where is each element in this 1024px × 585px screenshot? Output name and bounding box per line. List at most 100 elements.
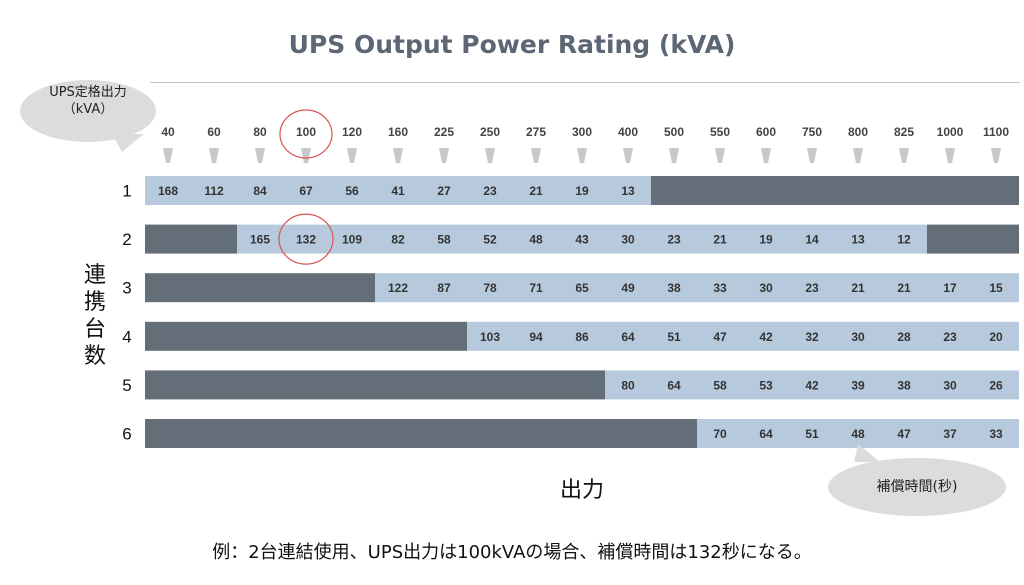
cell-value: 37 (943, 427, 957, 441)
available-segment (145, 176, 651, 205)
column-arrow (669, 148, 679, 163)
cell-value: 30 (621, 233, 635, 247)
row-label: 1 (122, 182, 131, 201)
column-arrow (945, 148, 955, 163)
cell-value: 42 (805, 378, 819, 392)
cell-value: 20 (989, 330, 1003, 344)
unavailable-segment (145, 224, 237, 254)
available-segment (697, 419, 1019, 448)
cell-value: 17 (943, 281, 957, 295)
unavailable-segment (651, 176, 1019, 205)
row-label: 4 (122, 327, 131, 346)
cell-value: 168 (158, 184, 178, 198)
cell-value: 38 (667, 281, 681, 295)
cell-value: 47 (897, 427, 911, 441)
cell-value: 19 (575, 184, 589, 198)
cell-value: 103 (480, 330, 500, 344)
cell-value: 112 (204, 184, 224, 198)
column-arrow (439, 148, 449, 163)
column-arrow (761, 148, 771, 163)
cell-value: 23 (483, 184, 497, 198)
column-tick-label: 40 (161, 125, 175, 139)
cell-value: 21 (897, 281, 911, 295)
highlight-cell-circle (278, 213, 334, 265)
cell-value: 56 (345, 184, 359, 198)
cell-value: 21 (713, 233, 727, 247)
cell-value: 51 (667, 330, 681, 344)
available-segment (375, 273, 1019, 303)
cell-value: 33 (713, 281, 727, 295)
cell-value: 109 (342, 233, 362, 247)
available-segment (467, 321, 1019, 351)
column-tick-label: 550 (710, 125, 730, 139)
column-header-bubble: UPS定格出力 （kVA） (20, 80, 156, 152)
cell-value: 30 (759, 281, 773, 295)
column-arrow (531, 148, 541, 163)
column-header-label: UPS定格出力 （kVA） (49, 85, 127, 117)
column-tick-label: 275 (526, 125, 546, 139)
cell-value: 58 (437, 233, 451, 247)
cell-value: 64 (759, 427, 773, 441)
cell-value: 71 (529, 281, 543, 295)
cell-value: 26 (989, 378, 1003, 392)
cell-value: 38 (897, 378, 911, 392)
cell-value: 21 (529, 184, 543, 198)
cell-value: 27 (437, 184, 451, 198)
cell-value: 70 (713, 427, 727, 441)
row-axis-label: 連携台数 (83, 263, 106, 369)
cell-value: 84 (253, 184, 267, 198)
row-label: 5 (122, 376, 131, 395)
cell-value: 67 (299, 184, 313, 198)
column-arrow (991, 148, 1001, 163)
unavailable-segment (927, 224, 1019, 254)
column-tick-label: 300 (572, 125, 592, 139)
cell-value: 87 (437, 281, 451, 295)
cell-value: 49 (621, 281, 635, 295)
cell-value: 30 (943, 378, 957, 392)
cell-value: 51 (805, 427, 819, 441)
cell-value: 13 (851, 233, 865, 247)
cell-value: 122 (388, 281, 408, 295)
column-tick-label: 400 (618, 125, 638, 139)
cell-value: 32 (805, 330, 819, 344)
row-label: 6 (122, 425, 131, 444)
chart-title: UPS Output Power Rating (kVA) (288, 30, 736, 59)
column-arrow (807, 148, 817, 163)
cell-value: 53 (759, 378, 773, 392)
cell-value: 64 (621, 330, 635, 344)
column-tick-label: 250 (480, 125, 500, 139)
column-arrow (347, 148, 357, 163)
cell-value: 65 (575, 281, 589, 295)
column-arrow (301, 148, 311, 163)
column-arrow (255, 148, 265, 163)
cell-label-bubble: 補償時間(秒) (828, 444, 1006, 516)
column-arrow (485, 148, 495, 163)
cell-value: 78 (483, 281, 497, 295)
column-tick-label: 100 (296, 125, 316, 139)
cell-value: 64 (667, 378, 681, 392)
available-segment (605, 370, 1019, 400)
unavailable-segment (145, 273, 375, 303)
column-tick-label: 120 (342, 125, 362, 139)
column-tick-label: 750 (802, 125, 822, 139)
unavailable-segment (145, 321, 467, 351)
cell-value: 33 (989, 427, 1003, 441)
column-tick-label: 825 (894, 125, 914, 139)
cell-value: 58 (713, 378, 727, 392)
available-segment (237, 224, 927, 254)
bubble-tail (112, 134, 144, 152)
cell-value: 132 (296, 233, 316, 247)
column-arrow (393, 148, 403, 163)
cell-value: 14 (805, 233, 819, 247)
column-tick-label: 60 (207, 125, 221, 139)
column-tick-label: 1000 (937, 125, 964, 139)
cell-value: 165 (250, 233, 270, 247)
cell-value: 30 (851, 330, 865, 344)
column-arrow (163, 148, 173, 163)
cell-value: 23 (667, 233, 681, 247)
cell-value: 15 (989, 281, 1003, 295)
column-tick-label: 225 (434, 125, 454, 139)
column-tick-label: 80 (253, 125, 267, 139)
